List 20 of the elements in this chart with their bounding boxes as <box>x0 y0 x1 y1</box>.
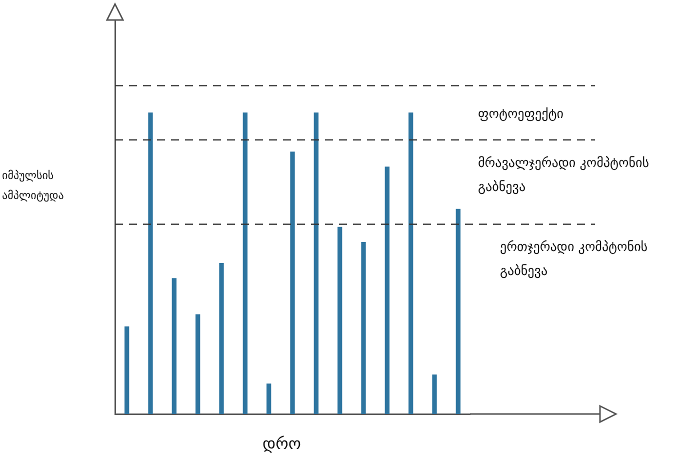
text: მრავალჯერადი კომპტონის გაბნევა <box>478 152 673 200</box>
bar <box>432 374 437 414</box>
bar <box>242 112 248 414</box>
bar <box>172 278 176 414</box>
bar <box>384 166 390 414</box>
bar <box>266 384 272 414</box>
bar <box>219 263 224 414</box>
bar <box>361 242 366 414</box>
bar <box>456 208 460 414</box>
text: ფოტოეფექტი <box>478 102 673 127</box>
text: ერთჯერადი კომპტონის გაბნევა <box>500 236 650 284</box>
x-axis-title: დრო <box>262 434 301 454</box>
bar <box>314 112 318 414</box>
y-axis-title: იმპულსის ამპლიტუდა <box>2 168 65 204</box>
bar <box>290 152 295 414</box>
bar <box>196 314 200 414</box>
bar <box>338 226 342 414</box>
bar <box>124 326 130 414</box>
bar <box>408 112 414 414</box>
bar <box>148 112 153 414</box>
